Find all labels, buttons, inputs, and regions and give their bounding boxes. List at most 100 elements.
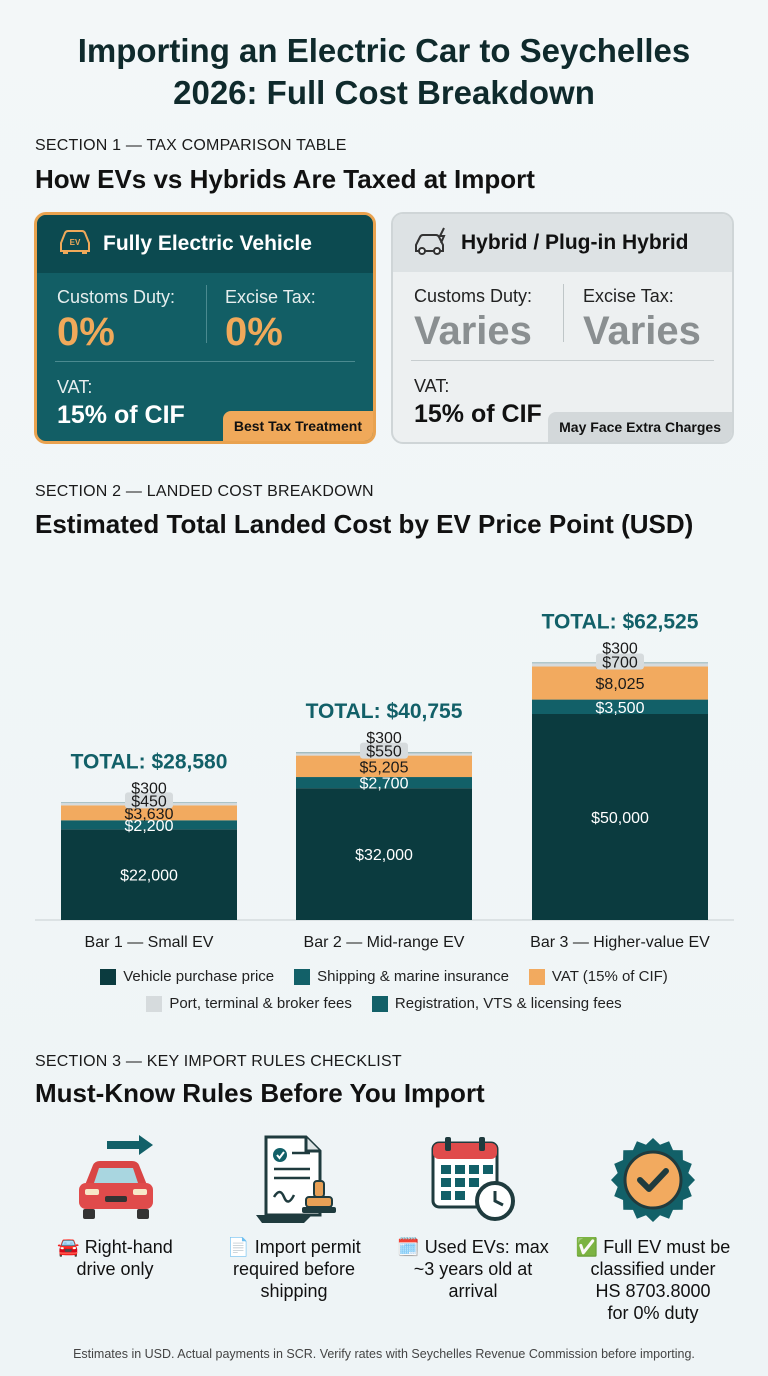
bar-label-3-5: $300 [602,640,638,657]
legend-label-shipping: Shipping & marine insurance [317,968,509,985]
bar-label-3-1: $50,000 [591,810,649,827]
bar-label-1-3: $3,630 [125,806,174,823]
ev-card-rule [55,361,355,362]
rule-import-permit: 📄 Import permit required before shipping [198,1133,390,1302]
rule-text-1: 🚘 Right-hand drive only [19,1236,211,1280]
bar-segment-3-3 [532,666,708,700]
bar-label-3-4: $700 [602,655,638,672]
bar-label-1-2: $2,200 [125,818,174,835]
rule-4-line-4: for 0% duty [607,1303,699,1323]
bar-label-2-2: $2,700 [360,776,409,793]
legend-swatch-port [146,995,163,1012]
ev-vat-label: VAT: [57,377,93,397]
bar-label-1-4: $450 [131,793,167,810]
hybrid-excise-label: Excise Tax: [583,286,674,306]
hybrid-card-rule [411,360,714,361]
red-car-arrow-icon [79,1135,153,1219]
page-title-line-2: 2026: Full Cost Breakdown [173,74,595,111]
rule-used-ev-age: 🗓️ Used EVs: max ~3 years old at arrival [377,1133,569,1302]
rule-3-line-2: ~3 years old at [413,1259,533,1279]
section-1-label: SECTION 1 — TAX COMPARISON TABLE [35,137,347,154]
ev-excise-label: Excise Tax: [225,287,316,307]
bar-segment-1-3 [61,805,237,821]
hybrid-vat-label: VAT: [414,376,450,396]
calendar-emoji-icon: 🗓️ [397,1237,420,1257]
ev-icon-text: EV [70,238,81,247]
bar-label-1-5: $300 [131,780,167,797]
hybrid-excise-value: Varies [583,309,701,353]
rule-3-line-3: arrival [448,1281,498,1301]
hybrid-customs-value: Varies [414,309,532,353]
bar-label-2-3: $5,205 [360,759,409,776]
hybrid-card-divider [563,284,564,342]
ev-car-icon: EV [57,228,93,261]
bar-label-1-1: $22,000 [120,868,178,885]
bar-total-3: TOTAL: $62,525 [542,610,699,633]
bar-segment-2-1 [296,788,472,920]
document-emoji-icon: 📄 [227,1237,250,1257]
legend-label-vehicle: Vehicle purchase price [123,968,275,985]
section-3-heading: Must-Know Rules Before You Import [35,1078,485,1108]
bar-total-1: TOTAL: $28,580 [71,750,228,773]
hybrid-card-header: Hybrid / Plug-in Hybrid [393,214,732,272]
bar-label-2-1: $32,000 [355,847,413,864]
rule-1-line-2: drive only [76,1259,154,1279]
legend-label-vat: VAT (15% of CIF) [551,968,668,985]
ev-customs-value: 0% [57,310,115,354]
hybrid-vat-value: 15% of CIF [414,400,542,428]
legend-swatch-registration [371,995,388,1012]
ev-badge: Best Tax Treatment [222,411,373,441]
ev-card-header: EV Fully Electric Vehicle [37,215,373,273]
rule-2-line-3: shipping [260,1281,328,1301]
approved-seal-icon [611,1138,695,1222]
bar-label-2-4: $550 [366,744,402,761]
bar-segment-2-2 [296,777,472,789]
page-title-line-1: Importing an Electric Car to Seychelles [77,32,691,69]
ev-tax-card: EV Fully Electric Vehicle Customs Duty: … [34,212,376,444]
hybrid-car-icon [413,226,451,261]
bar-segment-2-3 [296,755,472,778]
page-title: Importing an Electric Car to Seychelles … [0,30,768,114]
calendar-clock-icon [431,1137,515,1221]
rule-hs-classification: ✅ Full EV must be classified under HS 87… [557,1133,749,1324]
rule-2-line-2: required before [232,1259,356,1279]
rule-4-line-1: Full EV must be [603,1237,731,1257]
bar-pill-2 [360,742,408,759]
ev-excise-value: 0% [225,310,283,354]
section-2-heading: Estimated Total Landed Cost by EV Price … [35,509,694,539]
bar-segment-3-2 [532,699,708,714]
rule-text-4: ✅ Full EV must be classified under HS 87… [557,1236,749,1324]
hybrid-badge: May Face Extra Charges [548,412,732,442]
ev-customs-label: Customs Duty: [57,287,176,307]
hybrid-tax-card: Hybrid / Plug-in Hybrid Customs Duty: Va… [391,212,734,444]
legend-swatch-shipping [294,968,311,985]
bar-segment-1-2 [61,820,237,830]
section-2-label: SECTION 2 — LANDED COST BREAKDOWN [35,483,374,500]
rule-text-3: 🗓️ Used EVs: max ~3 years old at arrival [377,1236,569,1302]
bar-label-3-2: $3,500 [596,700,645,717]
category-label-2: Bar 2 — Mid-range EV [304,934,465,951]
car-emoji-icon: 🚘 [57,1237,80,1257]
bar-segment-3-1 [532,714,708,920]
legend-item-shipping: Shipping & marine insurance [294,968,509,985]
hybrid-customs-label: Customs Duty: [414,286,533,306]
legend-label-registration: Registration, VTS & licensing fees [394,995,622,1012]
rule-text-2: 📄 Import permit required before shipping [198,1236,390,1302]
legend-swatch-vehicle [100,968,117,985]
check-emoji-icon: ✅ [575,1237,599,1257]
bar-total-2: TOTAL: $40,755 [306,700,463,723]
category-label-1: Bar 1 — Small EV [85,934,214,951]
rule-2-line-1: Import permit [254,1237,361,1257]
bar-label-2-5: $300 [366,730,402,747]
hybrid-card-title: Hybrid / Plug-in Hybrid [461,231,689,254]
legend-row-1: Vehicle purchase price Shipping & marine… [0,968,768,985]
legend-item-port: Port, terminal & broker fees [146,995,352,1012]
category-label-3: Bar 3 — Higher-value EV [530,934,710,951]
bar-segment-1-1 [61,829,237,920]
rule-right-hand-drive: 🚘 Right-hand drive only [19,1133,211,1280]
legend-item-vat: VAT (15% of CIF) [528,968,668,985]
section-1-heading: How EVs vs Hybrids Are Taxed at Import [35,164,535,194]
legend-label-port: Port, terminal & broker fees [169,995,352,1012]
legend-item-registration: Registration, VTS & licensing fees [371,995,622,1012]
section-3-label: SECTION 3 — KEY IMPORT RULES CHECKLIST [35,1053,402,1070]
